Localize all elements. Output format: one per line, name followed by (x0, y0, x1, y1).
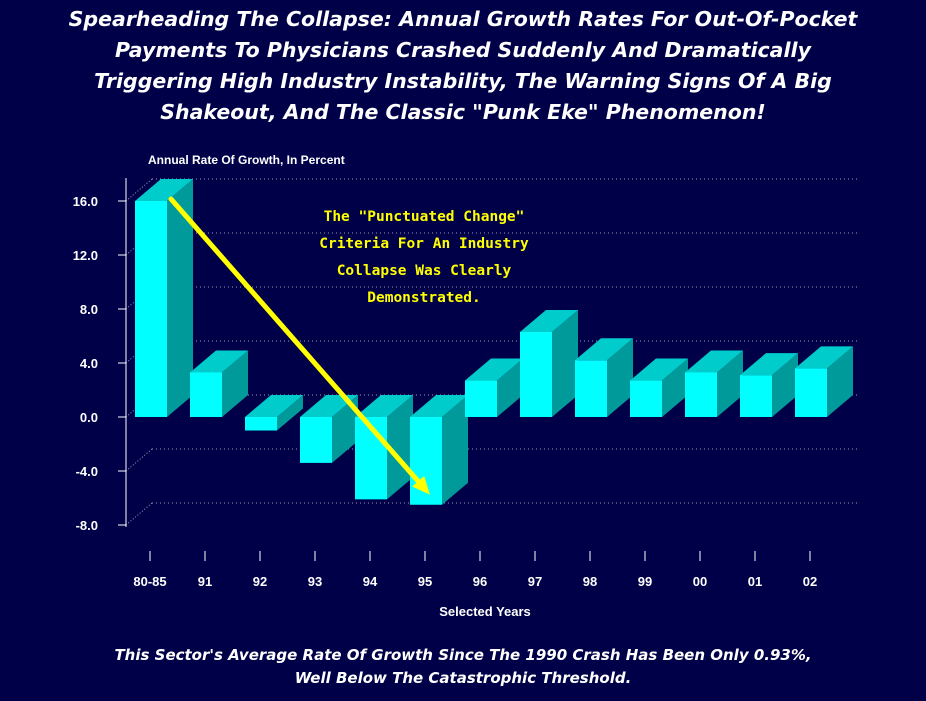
bar (135, 179, 193, 417)
title-line: Triggering High Industry Instability, Th… (94, 69, 832, 93)
bar (520, 309, 578, 417)
bar-side (167, 179, 193, 417)
title-line: Shakeout, And The Classic "Punk Eke" Phe… (160, 100, 766, 124)
y-tick-label: 0.0 (80, 410, 98, 425)
x-tick-label: 01 (748, 574, 762, 589)
bar (740, 353, 798, 417)
bar-side (222, 350, 248, 417)
x-tick-label: 93 (308, 574, 322, 589)
y-tick-label: -8.0 (76, 518, 98, 533)
bar-front (465, 380, 497, 417)
x-axis-label: Selected Years (439, 604, 531, 619)
bar-front (300, 417, 332, 463)
bar-front (685, 372, 717, 417)
bar-side (442, 395, 468, 505)
bar (795, 346, 853, 417)
bar-top (575, 338, 633, 361)
footnote-line: This Sector's Average Rate Of Growth Sin… (114, 646, 812, 664)
y-tick-label: 4.0 (80, 356, 98, 371)
annotation-line: Demonstrated. (367, 290, 481, 306)
bar-side (717, 350, 743, 417)
bar-front (520, 331, 552, 417)
bar-top (355, 395, 413, 417)
y-axis-label: Annual Rate Of Growth, In Percent (148, 153, 345, 167)
gridline-diag (125, 502, 153, 526)
bar-top (520, 309, 578, 332)
x-tick-label: 02 (803, 574, 817, 589)
bar-front (190, 372, 222, 417)
bars (135, 179, 853, 505)
bar-top (465, 358, 523, 381)
y-tick-label: -4.0 (76, 464, 98, 479)
annotation-line: Collapse Was Clearly (337, 263, 512, 279)
annotation-line: The "Punctuated Change" (324, 209, 525, 225)
bar-front (630, 380, 662, 417)
bar-top (740, 353, 798, 376)
bar (630, 358, 688, 417)
arrow-shaft (168, 196, 421, 484)
bar-top (245, 395, 303, 417)
axes (118, 178, 811, 561)
bar-front (740, 375, 772, 417)
bar (300, 395, 358, 463)
bar-front (135, 201, 167, 417)
bar (575, 338, 633, 417)
chart-title: Spearheading The Collapse: Annual Growth… (0, 4, 926, 128)
bar-top (795, 346, 853, 369)
bar-top (300, 395, 358, 417)
footnote-line: Well Below The Catastrophic Threshold. (294, 669, 632, 687)
x-tick-label: 80-85 (133, 574, 166, 589)
bar (245, 395, 303, 431)
x-tick-label: 92 (253, 574, 267, 589)
x-tick-label: 99 (638, 574, 652, 589)
bar (190, 350, 248, 417)
bar (465, 358, 523, 417)
title-line: Spearheading The Collapse: Annual Growth… (68, 7, 858, 31)
annotation: The "Punctuated Change" Criteria For An I… (168, 196, 529, 495)
x-tick-label: 98 (583, 574, 597, 589)
x-tick-label: 91 (198, 574, 212, 589)
bar-side (332, 395, 358, 463)
bar-side (827, 346, 853, 417)
arrow-head (412, 475, 430, 495)
gridline-diag (125, 448, 153, 472)
bar-top (410, 395, 468, 417)
annotation-line: Criteria For An Industry (319, 236, 529, 252)
bar-side (607, 338, 633, 417)
bar-side (552, 309, 578, 417)
bar (685, 350, 743, 417)
title-line: Payments To Physicians Crashed Suddenly … (115, 38, 811, 62)
y-tick-label: 12.0 (73, 248, 98, 263)
x-tick-label: 95 (418, 574, 432, 589)
bar-top (685, 350, 743, 373)
bar (355, 395, 413, 500)
bar-front (795, 368, 827, 417)
bar-front (245, 417, 277, 431)
footnote: This Sector's Average Rate Of Growth Sin… (0, 644, 926, 690)
bar-side (277, 395, 303, 431)
bar-top (190, 350, 248, 373)
axis-labels: 16.0 12.0 8.0 4.0 0.0 -4.0 -8.0 Annual Rate Of … (73, 153, 818, 619)
bar-side (772, 353, 798, 417)
bar-side (662, 358, 688, 417)
bar-top (135, 179, 193, 201)
x-tick-label: 96 (473, 574, 487, 589)
y-tick-label: 16.0 (73, 194, 98, 209)
x-tick-label: 97 (528, 574, 542, 589)
y-tick-label: 8.0 (80, 302, 98, 317)
x-tick-label: 00 (693, 574, 707, 589)
bar-side (387, 395, 413, 500)
bar-top (630, 358, 688, 381)
bar-side (497, 358, 523, 417)
bar-front (575, 360, 607, 417)
x-tick-label: 94 (363, 574, 378, 589)
